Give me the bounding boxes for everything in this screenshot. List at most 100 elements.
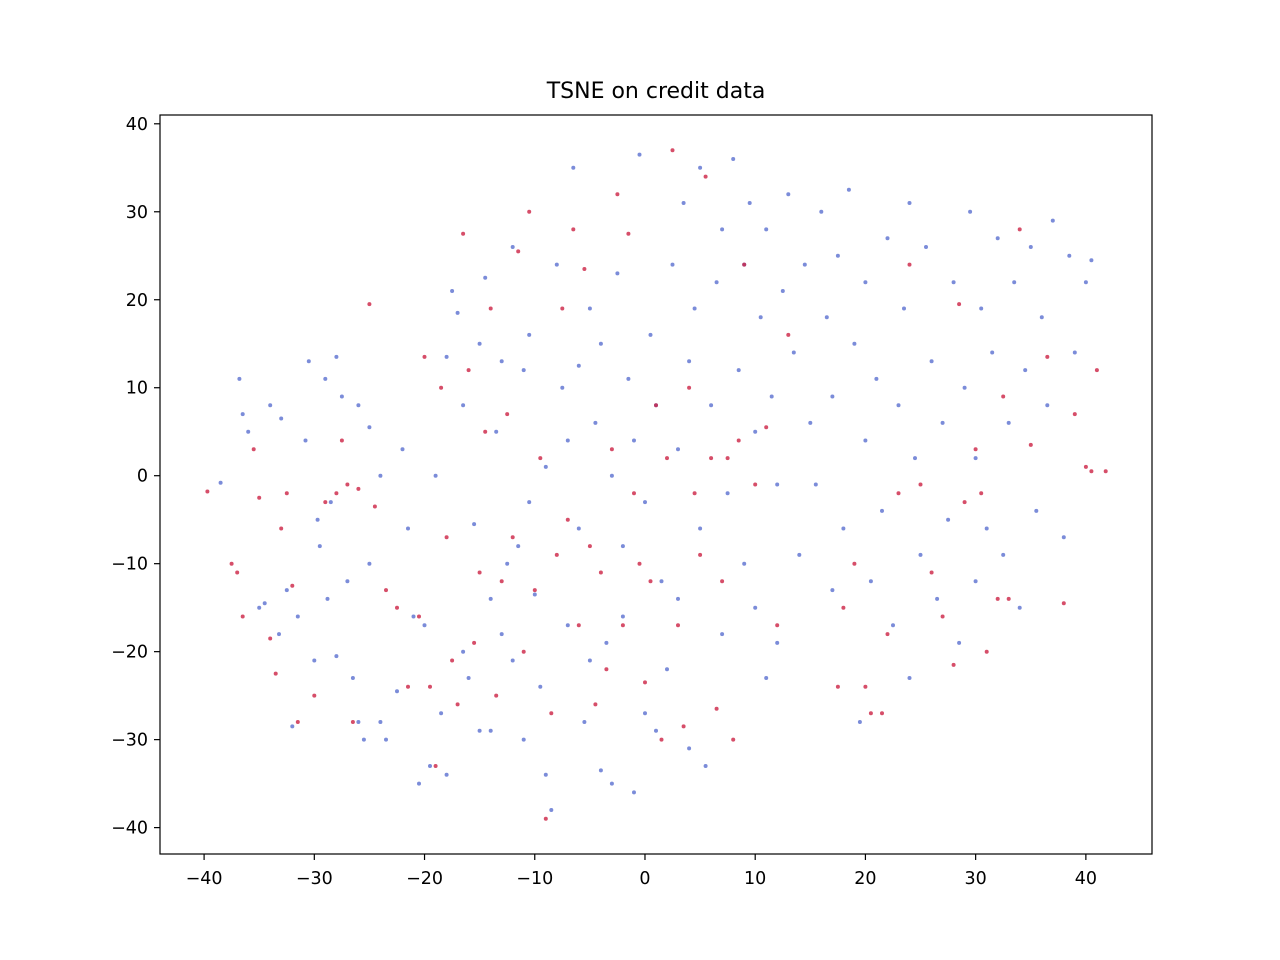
data-point [1012, 280, 1017, 285]
data-point [973, 579, 978, 584]
data-point [786, 192, 791, 197]
data-point [521, 368, 526, 373]
data-point [1061, 601, 1066, 606]
data-point [918, 482, 923, 487]
data-point [455, 702, 460, 707]
data-point [620, 614, 625, 619]
data-point [505, 412, 510, 417]
data-point [1045, 403, 1050, 408]
data-point [290, 724, 295, 729]
data-point [598, 570, 603, 575]
data-point [510, 245, 515, 249]
data-point [499, 579, 504, 584]
data-point [395, 689, 399, 694]
data-point [450, 289, 455, 293]
data-point [1072, 412, 1077, 417]
data-point [268, 636, 273, 641]
data-point [384, 588, 388, 593]
data-point [692, 306, 697, 311]
data-point [907, 676, 912, 680]
data-point [753, 429, 758, 434]
data-point [824, 315, 829, 320]
data-point [731, 737, 736, 742]
data-point [532, 592, 537, 597]
data-point [582, 267, 587, 271]
data-point [284, 588, 289, 593]
data-point [742, 561, 747, 566]
data-point [372, 504, 377, 509]
data-point [240, 614, 245, 619]
data-point [444, 772, 449, 777]
data-point [554, 262, 559, 267]
data-point [946, 517, 951, 522]
data-point [303, 438, 308, 443]
data-point [885, 236, 890, 241]
data-point [461, 649, 466, 654]
data-point [957, 640, 962, 645]
points-layer [205, 148, 1108, 821]
data-point [620, 544, 625, 549]
data-point [334, 354, 339, 359]
data-point [334, 654, 339, 659]
data-point [681, 724, 686, 729]
y-tick-label: 40 [126, 115, 148, 135]
data-point [731, 157, 736, 161]
data-point [973, 447, 978, 452]
data-point [896, 403, 901, 408]
y-tick-label: 0 [137, 467, 148, 487]
data-point [709, 403, 714, 408]
data-point [1103, 469, 1108, 474]
x-tick-label: 40 [1075, 869, 1097, 889]
data-point [891, 623, 895, 628]
data-point [450, 658, 455, 663]
data-point [758, 315, 763, 320]
data-point [505, 561, 510, 566]
data-point [747, 201, 752, 205]
data-point [587, 544, 592, 549]
data-point [587, 658, 592, 663]
data-point [1072, 350, 1077, 355]
data-point [406, 684, 410, 689]
data-point [736, 368, 741, 373]
data-point [367, 302, 372, 307]
data-point [472, 522, 477, 527]
data-point [659, 737, 664, 742]
data-point [868, 711, 873, 716]
data-point [350, 676, 355, 680]
data-point [312, 658, 317, 663]
x-tick-label: −40 [186, 869, 223, 889]
data-point [549, 808, 554, 812]
data-point [819, 209, 824, 214]
data-point [477, 341, 482, 346]
data-point [880, 711, 884, 716]
data-point [863, 684, 868, 689]
data-point [830, 588, 835, 593]
data-point [802, 262, 807, 267]
data-point [687, 385, 692, 390]
data-point [499, 359, 504, 364]
data-point [692, 491, 697, 496]
data-point [306, 359, 311, 364]
data-point [1001, 552, 1006, 557]
data-point [290, 583, 295, 588]
data-point [1028, 442, 1033, 447]
data-point [472, 640, 477, 645]
data-point [218, 480, 223, 485]
data-point [648, 332, 653, 337]
data-point [587, 306, 592, 311]
data-point [538, 684, 543, 689]
data-point [400, 447, 405, 452]
data-point [835, 684, 840, 689]
data-point [665, 667, 669, 672]
data-point [295, 614, 300, 619]
data-point [317, 544, 322, 549]
data-point [532, 588, 537, 593]
data-point [703, 764, 708, 768]
data-point [444, 354, 449, 359]
data-point [488, 728, 493, 733]
data-point [576, 623, 581, 628]
data-point [477, 570, 482, 575]
data-point [935, 596, 940, 601]
data-point [676, 447, 680, 452]
